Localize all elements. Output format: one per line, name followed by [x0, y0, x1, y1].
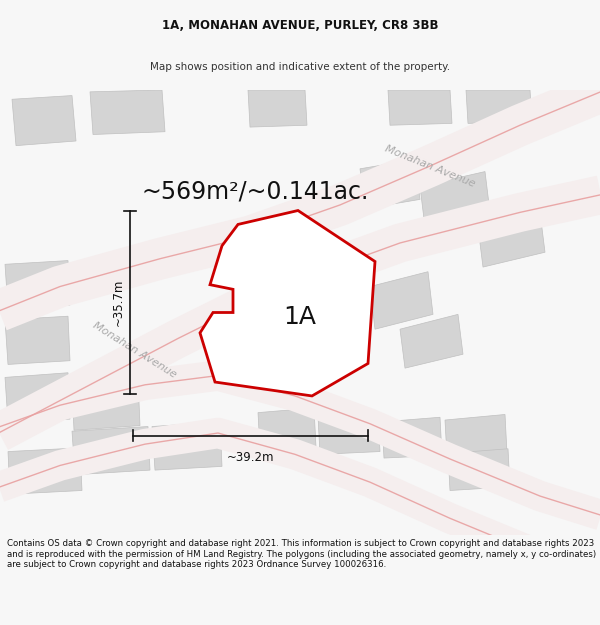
- Polygon shape: [200, 211, 375, 396]
- Polygon shape: [230, 218, 267, 249]
- Polygon shape: [400, 314, 463, 368]
- Polygon shape: [152, 422, 222, 470]
- Polygon shape: [370, 272, 433, 329]
- Polygon shape: [420, 172, 490, 227]
- Polygon shape: [5, 372, 70, 422]
- Polygon shape: [445, 414, 507, 457]
- Polygon shape: [5, 261, 70, 309]
- Text: 1A: 1A: [284, 305, 317, 329]
- Polygon shape: [478, 213, 545, 267]
- Polygon shape: [448, 449, 510, 491]
- Polygon shape: [382, 418, 442, 458]
- Polygon shape: [72, 379, 140, 430]
- Text: Monahan Avenue: Monahan Avenue: [91, 320, 179, 379]
- Text: ~39.2m: ~39.2m: [227, 451, 274, 464]
- Text: Map shows position and indicative extent of the property.: Map shows position and indicative extent…: [150, 62, 450, 72]
- Polygon shape: [360, 159, 420, 209]
- Text: 1A, MONAHAN AVENUE, PURLEY, CR8 3BB: 1A, MONAHAN AVENUE, PURLEY, CR8 3BB: [162, 19, 438, 32]
- Polygon shape: [258, 408, 316, 450]
- Text: Contains OS data © Crown copyright and database right 2021. This information is : Contains OS data © Crown copyright and d…: [7, 539, 596, 569]
- Polygon shape: [248, 90, 307, 127]
- Polygon shape: [72, 426, 150, 475]
- Polygon shape: [12, 96, 76, 146]
- Polygon shape: [90, 90, 165, 134]
- Polygon shape: [8, 448, 82, 494]
- Text: ~35.7m: ~35.7m: [112, 279, 125, 326]
- Polygon shape: [466, 90, 532, 123]
- Text: Monahan Avenue: Monahan Avenue: [383, 143, 476, 189]
- Text: ~569m²/~0.141ac.: ~569m²/~0.141ac.: [142, 180, 368, 204]
- Polygon shape: [5, 316, 70, 364]
- Polygon shape: [318, 412, 380, 454]
- Polygon shape: [388, 90, 452, 125]
